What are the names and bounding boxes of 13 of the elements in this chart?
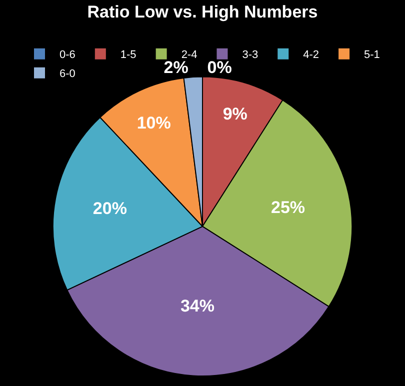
legend-label: 6-0 xyxy=(60,68,76,80)
data-label: 10% xyxy=(136,113,171,132)
data-label: 25% xyxy=(271,198,306,217)
data-label: 34% xyxy=(180,296,215,316)
legend-label: 3-3 xyxy=(242,49,258,62)
data-label: 20% xyxy=(92,199,127,218)
chart-title: Ratio Low vs. High Numbers xyxy=(87,2,318,22)
text: 0% xyxy=(207,58,232,77)
legend-label: 0-6 xyxy=(60,49,76,62)
data-label: 9% xyxy=(222,104,248,124)
legend-label: 1-5 xyxy=(120,49,136,62)
legend-label: 5-1 xyxy=(364,49,380,62)
legend-label: 4-2 xyxy=(303,49,320,62)
